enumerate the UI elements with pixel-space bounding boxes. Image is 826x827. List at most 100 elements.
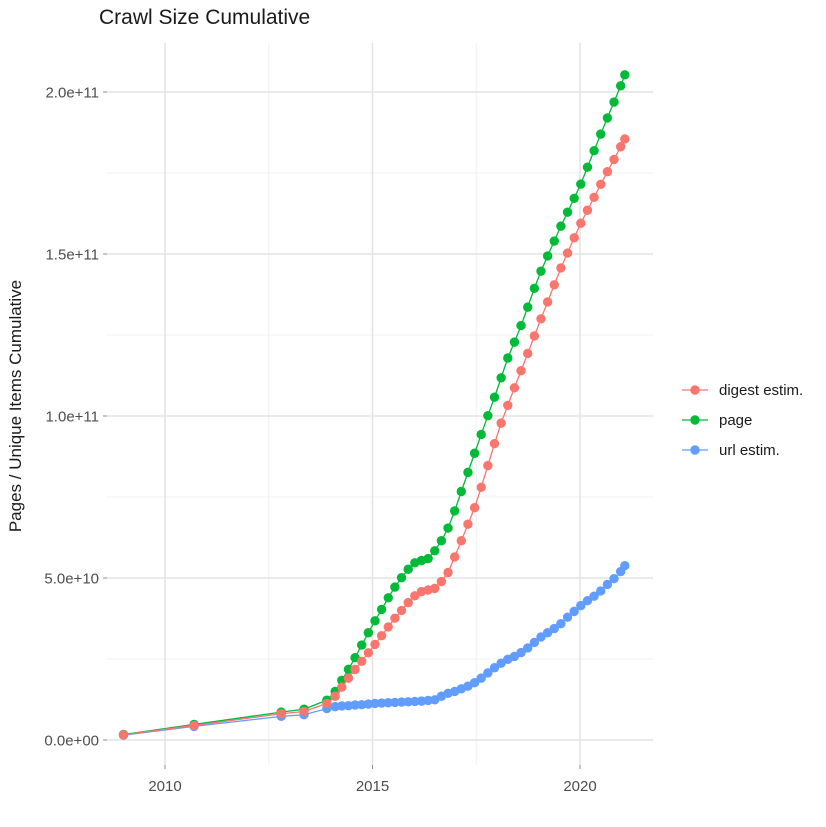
data-point-digest-estim- <box>443 567 453 578</box>
data-point-page <box>620 70 630 80</box>
data-point-page <box>363 628 374 638</box>
data-point-page <box>556 221 566 231</box>
chart-title: Crawl Size Cumulative <box>99 6 311 29</box>
data-point-digest-estim- <box>343 673 354 683</box>
data-point-page <box>542 251 553 261</box>
data-point-digest-estim- <box>516 365 526 376</box>
data-point-page <box>456 486 467 497</box>
y-axis-title: Pages / Unique Items Cumulative <box>6 279 25 533</box>
data-point-url-estim- <box>489 663 500 673</box>
data-point-digest-estim- <box>337 682 347 692</box>
data-point-url-estim- <box>376 698 387 708</box>
legend-label: url estim. <box>719 441 780 459</box>
legend-label: digest estim. <box>719 381 804 399</box>
data-point-digest-estim- <box>322 698 332 709</box>
legend-item: page <box>680 411 803 429</box>
data-point-page <box>403 564 413 574</box>
data-point-digest-estim- <box>483 460 493 471</box>
data-point-page <box>357 640 367 650</box>
y-tick-label: 1.5e+11 <box>45 246 99 263</box>
data-point-digest-estim- <box>549 280 559 290</box>
data-point-url-estim- <box>589 591 599 601</box>
data-point-page <box>596 129 606 139</box>
data-point-digest-estim- <box>589 192 599 202</box>
data-point-digest-estim- <box>615 142 626 152</box>
data-point-page <box>509 337 520 347</box>
data-point-digest-estim- <box>456 536 467 546</box>
data-point-digest-estim- <box>330 691 340 701</box>
data-point-digest-estim- <box>376 630 387 641</box>
data-point-page <box>516 320 526 331</box>
data-point-digest-estim- <box>602 167 613 177</box>
legend-label: page <box>719 411 753 429</box>
data-point-page <box>503 353 513 363</box>
data-point-page <box>496 373 506 383</box>
x-tick-label: 2020 <box>563 778 596 795</box>
series-line-url-estim- <box>123 565 626 736</box>
data-point-page <box>343 664 354 675</box>
data-point-digest-estim- <box>299 706 309 717</box>
data-point-page <box>383 593 393 603</box>
data-point-digest-estim- <box>562 248 573 258</box>
data-point-page <box>562 207 573 217</box>
data-point-url-estim- <box>390 697 400 708</box>
x-tick-label: 2010 <box>148 778 181 795</box>
data-point-url-estim- <box>370 698 380 709</box>
data-point-url-estim- <box>620 560 630 571</box>
data-point-digest-estim- <box>449 552 460 562</box>
data-point-digest-estim- <box>596 179 606 190</box>
data-point-digest-estim- <box>469 502 480 513</box>
data-point-digest-estim- <box>620 134 630 144</box>
data-point-digest-estim- <box>576 218 586 228</box>
data-point-digest-estim- <box>463 519 473 529</box>
legend-key-icon <box>682 415 708 425</box>
data-point-page <box>376 604 387 615</box>
data-point-digest-estim- <box>529 331 540 341</box>
data-point-digest-estim- <box>357 656 367 666</box>
data-point-digest-estim- <box>383 622 393 632</box>
data-point-page <box>615 81 626 91</box>
data-point-url-estim- <box>549 623 559 634</box>
data-point-digest-estim- <box>536 314 546 324</box>
legend-item: url estim. <box>680 441 803 459</box>
data-point-url-estim- <box>529 637 540 648</box>
data-point-digest-estim- <box>403 597 413 608</box>
data-point-page <box>476 429 486 440</box>
data-point-page <box>443 523 453 533</box>
y-tick-label: 0.0e+00 <box>44 732 99 749</box>
data-point-url-estim- <box>609 573 619 584</box>
data-point-digest-estim- <box>396 605 407 616</box>
data-point-digest-estim- <box>556 263 566 273</box>
data-point-digest-estim- <box>430 583 440 594</box>
data-point-page <box>523 302 533 312</box>
data-point-page <box>569 193 579 203</box>
data-point-digest-estim- <box>118 730 129 740</box>
data-point-page <box>589 145 599 156</box>
data-point-page <box>436 536 447 546</box>
y-tick-label: 2.0e+11 <box>45 84 99 101</box>
data-point-page <box>370 616 380 626</box>
data-point-url-estim- <box>596 586 606 596</box>
data-point-url-estim- <box>569 606 579 617</box>
data-point-page <box>582 162 593 172</box>
data-point-digest-estim- <box>489 438 500 449</box>
data-point-digest-estim- <box>350 664 360 675</box>
data-point-digest-estim- <box>523 348 533 359</box>
data-point-url-estim- <box>396 697 407 707</box>
data-point-digest-estim- <box>363 648 374 658</box>
data-point-digest-estim- <box>189 720 199 731</box>
data-point-url-estim- <box>469 677 480 688</box>
data-point-digest-estim- <box>276 709 286 719</box>
data-point-url-estim- <box>562 612 573 622</box>
data-point-url-estim- <box>602 579 613 590</box>
legend: digest estim. page url estim. <box>680 381 803 459</box>
data-point-digest-estim- <box>476 482 486 492</box>
y-tick-label: 5.0e+10 <box>44 570 99 587</box>
data-point-page <box>423 553 433 564</box>
data-point-digest-estim- <box>582 205 593 215</box>
data-point-digest-estim- <box>509 383 520 393</box>
data-point-url-estim- <box>476 673 486 683</box>
data-point-page <box>390 582 400 592</box>
data-point-page <box>489 392 500 402</box>
